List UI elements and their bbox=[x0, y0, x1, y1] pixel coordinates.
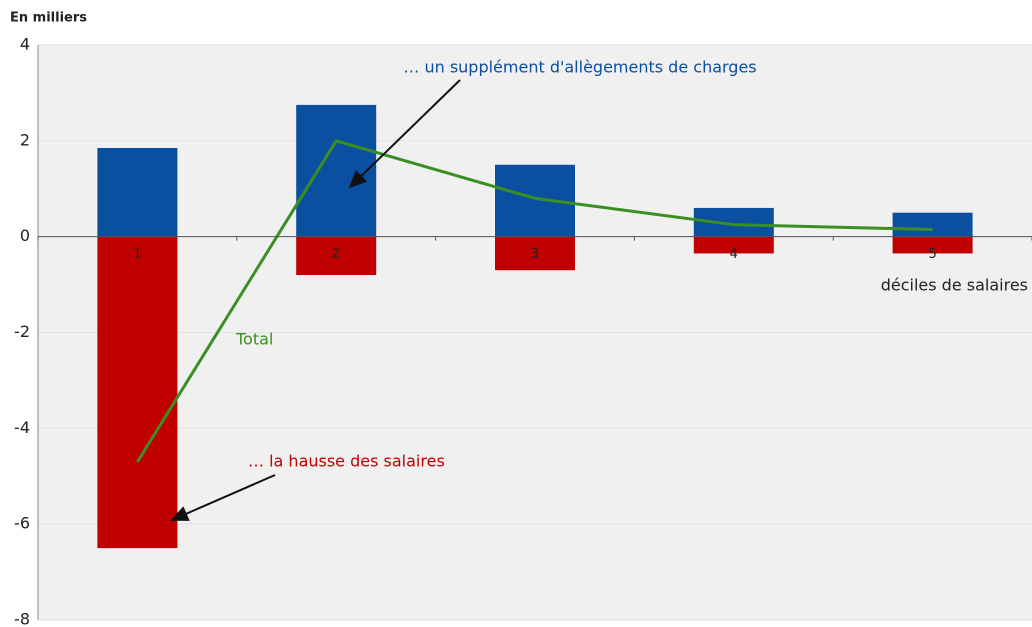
bar bbox=[97, 236, 178, 549]
x-tick-label: 2 bbox=[332, 247, 340, 262]
y-tick-label: 0 bbox=[20, 226, 30, 245]
bar bbox=[296, 104, 377, 237]
arrow bbox=[348, 79, 461, 189]
bar bbox=[495, 236, 575, 271]
y-tick-label: 4 bbox=[20, 35, 30, 54]
x-tick-label: 5 bbox=[928, 247, 936, 262]
y-tick-label: 2 bbox=[20, 130, 30, 149]
y-tick-label: -6 bbox=[14, 514, 30, 533]
x-tick-label: 3 bbox=[531, 247, 539, 262]
y-tick-label: -2 bbox=[14, 322, 30, 341]
x-tick-label: 4 bbox=[730, 247, 738, 262]
series-annotation: … un supplément d'allègements de charges bbox=[403, 58, 756, 77]
y-axis-label: En milliers bbox=[10, 11, 87, 26]
x-tick-label: 1 bbox=[133, 247, 141, 262]
series-annotation: Total bbox=[235, 330, 273, 349]
x-axis-label: déciles de salaires bbox=[881, 276, 1028, 295]
line bbox=[136, 139, 933, 463]
bar bbox=[892, 236, 973, 254]
arrow bbox=[170, 474, 276, 521]
y-tick-label: -8 bbox=[14, 610, 30, 627]
grid bbox=[38, 44, 1032, 621]
bar bbox=[693, 236, 774, 254]
bar bbox=[97, 148, 178, 237]
marks bbox=[97, 104, 973, 549]
bar bbox=[296, 236, 377, 275]
bar bbox=[892, 212, 973, 237]
series-annotation: … la hausse des salaires bbox=[248, 452, 445, 471]
y-tick-label: -4 bbox=[14, 418, 30, 437]
